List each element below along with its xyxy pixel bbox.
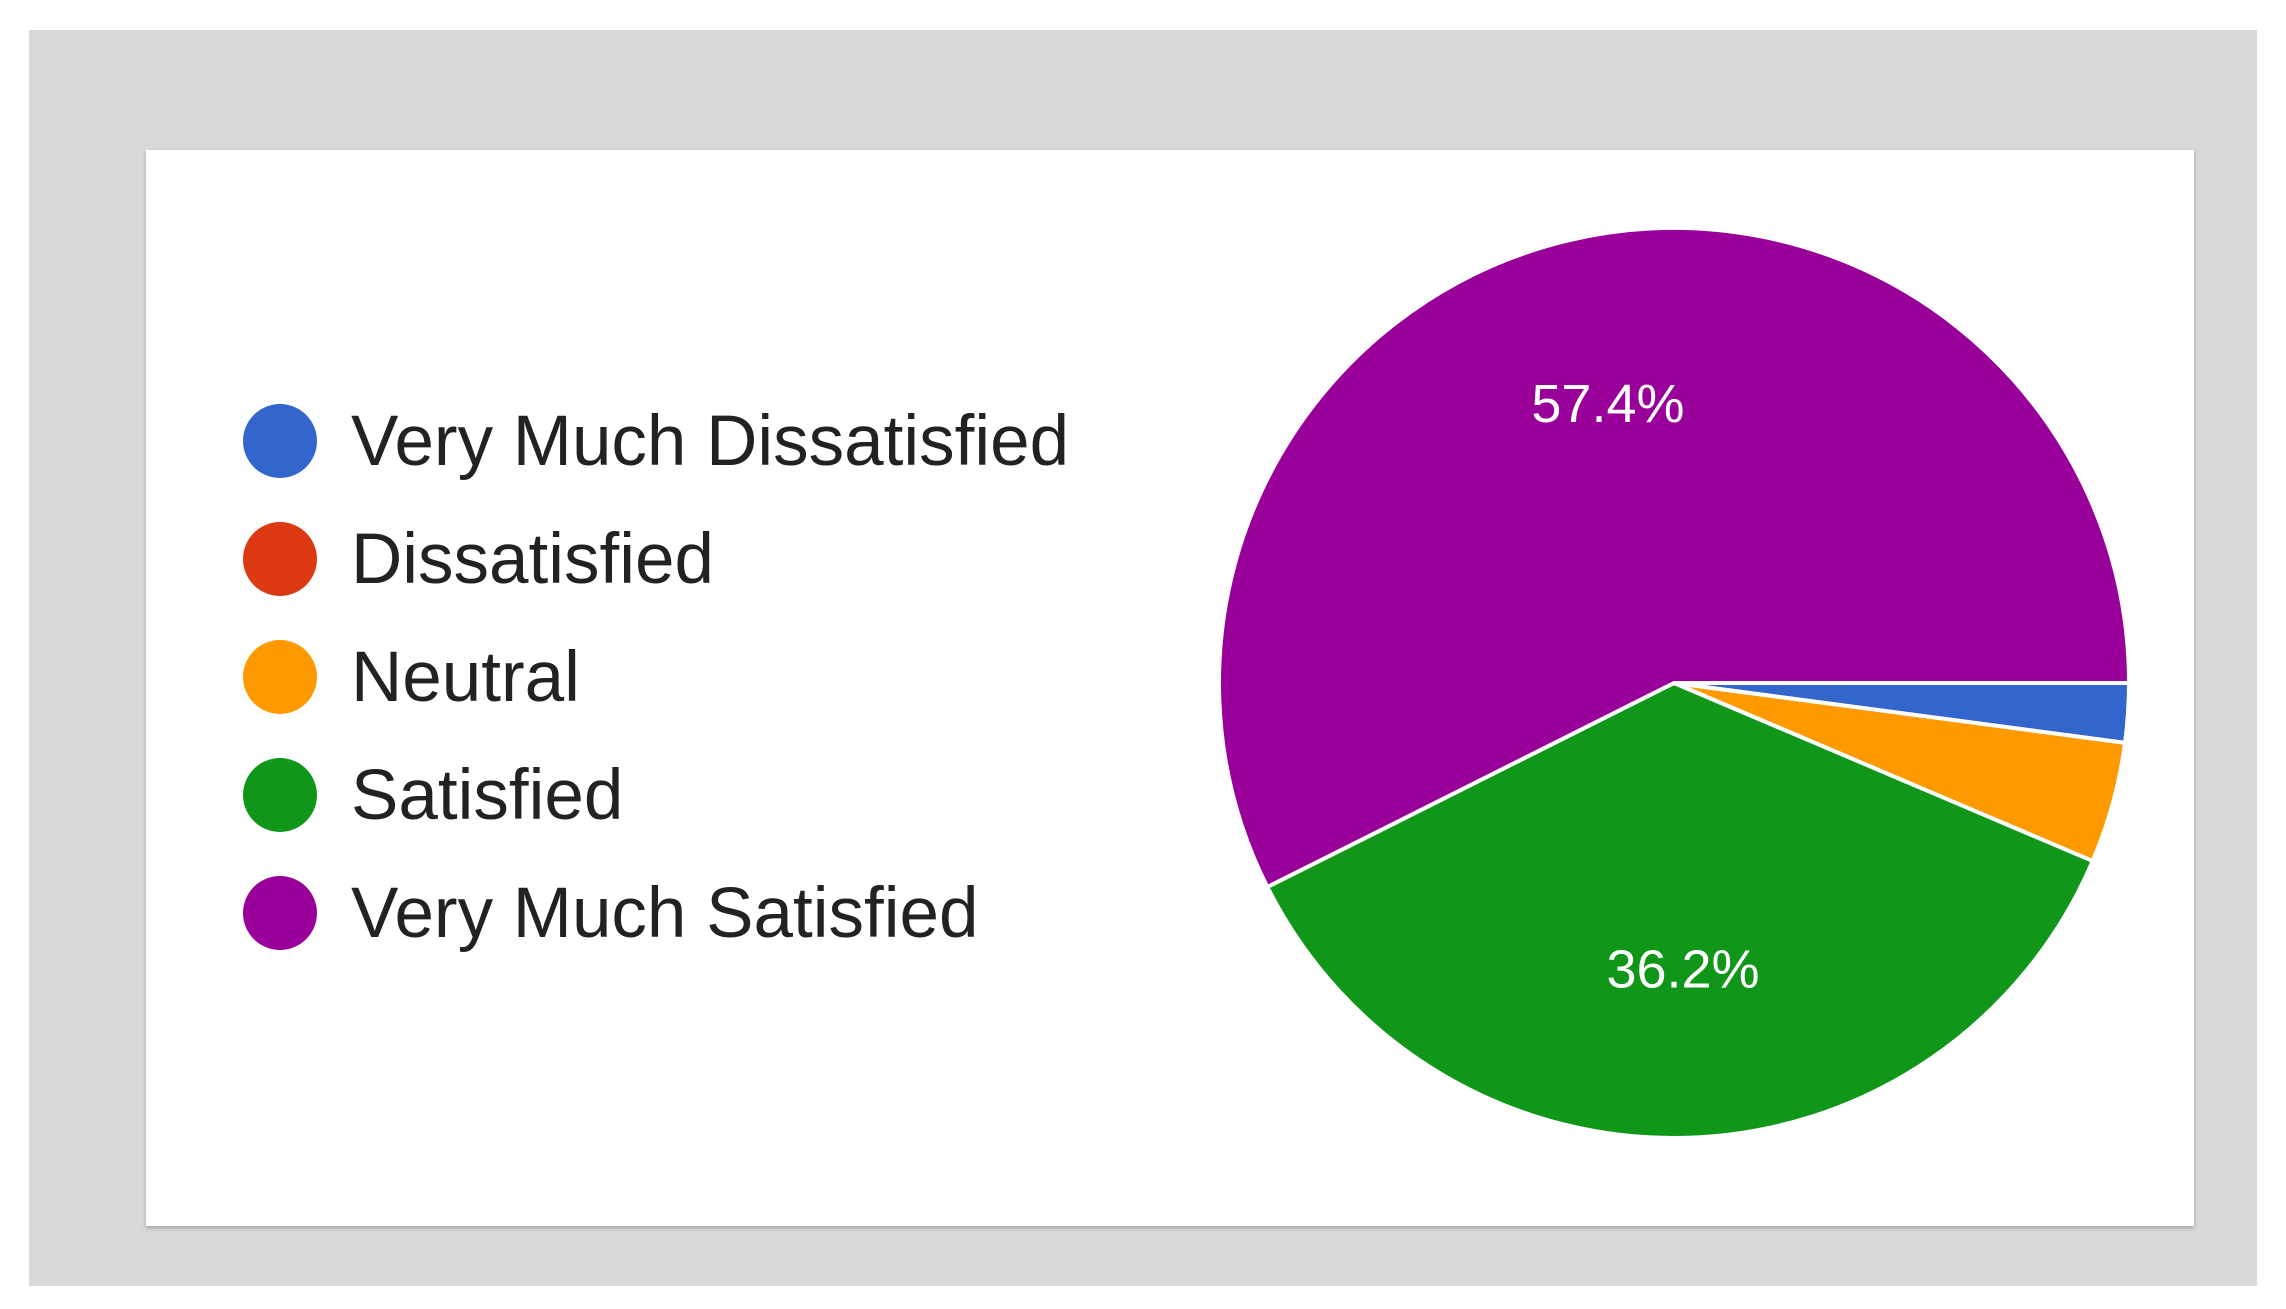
legend-label: Dissatisfied — [351, 519, 715, 599]
legend-swatch — [243, 522, 317, 596]
legend-swatch — [243, 758, 317, 832]
legend-item[interactable]: Satisfied — [243, 736, 1069, 854]
slice-data-label: 57.4% — [1531, 374, 1684, 434]
legend-label: Neutral — [351, 637, 580, 717]
pie-slice[interactable] — [1217, 226, 2132, 890]
legend-item[interactable]: Very Much Satisfied — [243, 854, 1069, 972]
legend-swatch — [243, 876, 317, 950]
chart-legend: Very Much Dissatisfied Dissatisfied Neutra… — [243, 382, 1069, 972]
slice-data-label: 36.2% — [1606, 940, 1759, 1000]
legend-label: Very Much Satisfied — [351, 873, 979, 953]
legend-label: Satisfied — [351, 755, 624, 835]
legend-item[interactable]: Dissatisfied — [243, 500, 1069, 618]
chart-card: 36.2% 57.4% Very Much Dissatisfied Dissati… — [146, 150, 2194, 1226]
legend-item[interactable]: Very Much Dissatisfied — [243, 382, 1069, 500]
legend-label: Very Much Dissatisfied — [351, 401, 1070, 481]
legend-swatch — [243, 404, 317, 478]
chart-frame: 36.2% 57.4% Very Much Dissatisfied Dissati… — [29, 30, 2257, 1286]
legend-swatch — [243, 640, 317, 714]
pie-chart: 36.2% 57.4% — [1217, 226, 2132, 1140]
pie-slice[interactable] — [1264, 680, 2096, 1140]
legend-item[interactable]: Neutral — [243, 618, 1069, 736]
